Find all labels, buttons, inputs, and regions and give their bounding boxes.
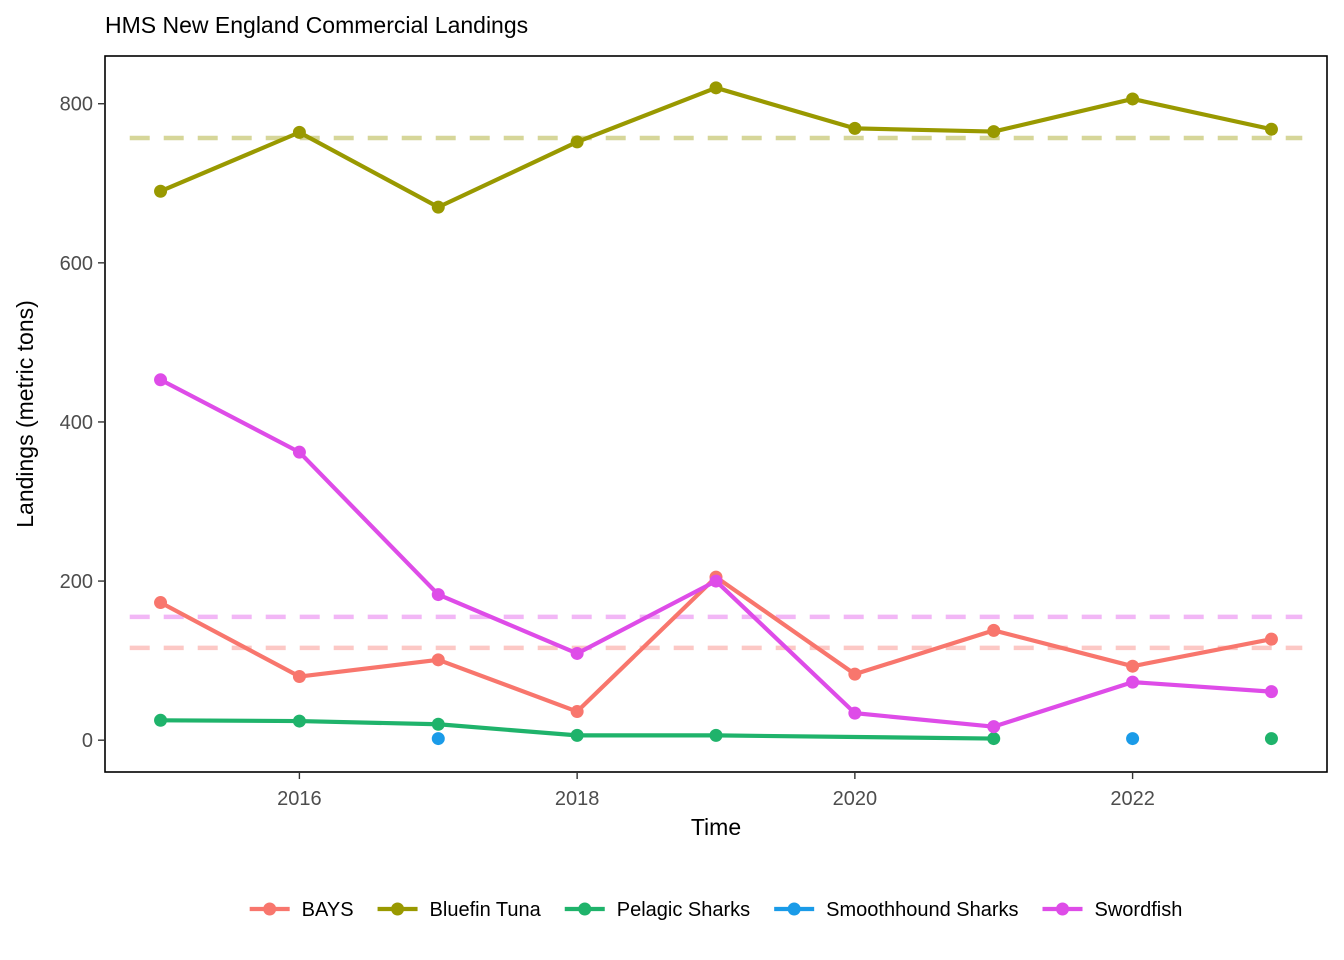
x-axis: 2016 2018 2020 2022 <box>277 772 1155 810</box>
x-tick-label: 2018 <box>555 788 600 810</box>
legend-item-pelagic-sharks: Pelagic Sharks <box>564 899 750 921</box>
swordfish-point <box>709 574 723 588</box>
bluefin-tuna-point <box>570 135 584 149</box>
pelagic-sharks-point <box>154 713 168 727</box>
plot-panel <box>104 55 1328 773</box>
mean-reference-lines <box>129 135 1303 651</box>
pelagic-sharks-point <box>709 728 723 742</box>
swordfish-point <box>292 445 306 459</box>
bays-point <box>1264 632 1278 646</box>
smoothhound-sharks-point <box>431 732 445 746</box>
series-points <box>154 81 1278 746</box>
y-tick-label: 600 <box>60 253 93 275</box>
bays-point <box>1126 659 1140 673</box>
legend-label: Swordfish <box>1095 899 1183 921</box>
pelagic-sharks-point <box>987 732 1001 746</box>
smoothhound-sharks-point <box>1126 732 1140 746</box>
swordfish-point <box>1126 675 1140 689</box>
legend-label: Pelagic Sharks <box>617 899 750 921</box>
swordfish-point <box>848 706 862 720</box>
bluefin-tuna-point <box>987 125 1001 139</box>
legend-label: Smoothhound Sharks <box>826 899 1018 921</box>
bays-point <box>987 623 1001 637</box>
x-tick-label: 2020 <box>833 788 878 810</box>
legend-item-bays: BAYS <box>249 899 354 921</box>
legend-label: Bluefin Tuna <box>430 899 542 921</box>
y-tick-label: 800 <box>60 94 93 116</box>
x-tick-label: 2016 <box>277 788 322 810</box>
legend-key-point <box>391 902 405 916</box>
legend-key-point <box>263 902 277 916</box>
legend-item-bluefin-tuna: Bluefin Tuna <box>377 899 542 921</box>
pelagic-sharks-line <box>160 718 994 741</box>
swordfish-point <box>154 373 168 387</box>
bluefin-tuna-point <box>154 184 168 198</box>
bluefin-tuna-point <box>1264 122 1278 136</box>
bluefin-tuna-point <box>709 81 723 95</box>
pelagic-sharks-point <box>1264 732 1278 746</box>
bluefin-tuna-point <box>848 121 862 135</box>
bluefin-tuna-point <box>1126 92 1140 106</box>
bays-point <box>292 670 306 684</box>
legend-key-point <box>578 902 592 916</box>
pelagic-sharks-point <box>292 714 306 728</box>
bluefin-tuna-point <box>431 200 445 214</box>
x-axis-title: Time <box>691 814 741 840</box>
y-axis: 0 200 400 600 800 <box>60 94 105 752</box>
legend-key-point <box>787 902 801 916</box>
swordfish-point <box>431 588 445 602</box>
pelagic-sharks-point <box>570 728 584 742</box>
legend-label: BAYS <box>302 899 354 921</box>
swordfish-point <box>570 646 584 660</box>
y-tick-label: 200 <box>60 571 93 593</box>
chart-title: HMS New England Commercial Landings <box>105 12 528 38</box>
bays-point <box>431 653 445 667</box>
legend-item-swordfish: Swordfish <box>1042 899 1183 921</box>
swordfish-point <box>987 720 1001 734</box>
legend: BAYS Bluefin Tuna Pelagic Sharks Smoothhoun… <box>249 899 1183 921</box>
legend-item-smoothhound-sharks: Smoothhound Sharks <box>774 899 1019 921</box>
bays-point <box>570 705 584 719</box>
y-tick-label: 400 <box>60 412 93 434</box>
bays-point <box>154 596 168 610</box>
y-axis-title: Landings (metric tons) <box>12 300 38 528</box>
swordfish-point <box>1264 685 1278 699</box>
x-tick-label: 2022 <box>1110 788 1155 810</box>
legend-key-point <box>1056 902 1070 916</box>
bays-point <box>848 667 862 681</box>
bluefin-tuna-point <box>292 125 306 139</box>
pelagic-sharks-point <box>431 717 445 731</box>
y-tick-label: 0 <box>82 730 93 752</box>
